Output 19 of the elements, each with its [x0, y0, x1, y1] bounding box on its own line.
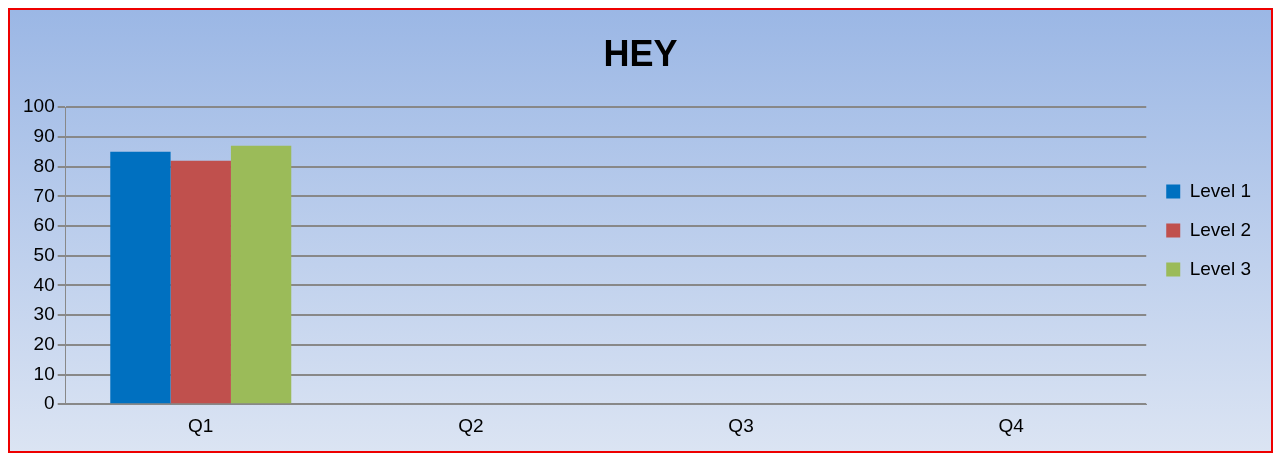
chart-title: HEY [603, 32, 678, 74]
y-tick-label: 50 [33, 243, 55, 265]
y-tick-label: 20 [33, 333, 55, 355]
legend-label: Level 1 [1189, 179, 1252, 201]
legend-label: Level 2 [1189, 218, 1252, 240]
y-tick-label: 30 [33, 303, 55, 325]
y-tick-label: 40 [33, 273, 55, 295]
y-tick-label: 10 [33, 362, 55, 384]
y-tick-label: 100 [23, 95, 55, 117]
x-tick-label: Q1 [188, 414, 214, 436]
x-tick-label: Q2 [458, 414, 484, 436]
y-tick-label: 0 [44, 392, 55, 414]
x-tick-label: Q3 [728, 414, 754, 436]
y-tick-label: 70 [33, 184, 55, 206]
y-tick-label: 80 [33, 154, 55, 176]
y-tick-label: 90 [33, 125, 55, 147]
legend-label: Level 3 [1189, 257, 1252, 279]
x-tick-label: Q4 [998, 414, 1025, 436]
y-tick-label: 60 [33, 214, 55, 236]
